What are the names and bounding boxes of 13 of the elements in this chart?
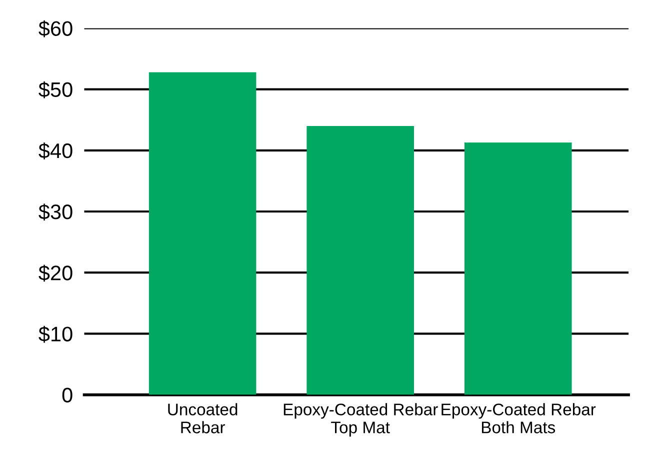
bar [306,126,414,395]
y-tick-label: $50 [38,81,72,98]
y-tick-label: 0 [62,388,72,403]
bar [148,72,256,395]
x-tick-label: Epoxy-Coated Rebar Top Mat [284,403,438,437]
y-tick-label: $60 [38,20,72,38]
y-tick-label: $40 [38,142,72,160]
x-tick-label: Epoxy-Coated Rebar Both Mats [442,403,596,434]
y-tick-label: $10 [38,326,72,343]
bar [464,142,572,395]
y-tick-label: $30 [38,204,72,220]
x-tick-label: Uncoated Rebar [168,403,238,434]
y-tick-label: $20 [38,264,72,282]
